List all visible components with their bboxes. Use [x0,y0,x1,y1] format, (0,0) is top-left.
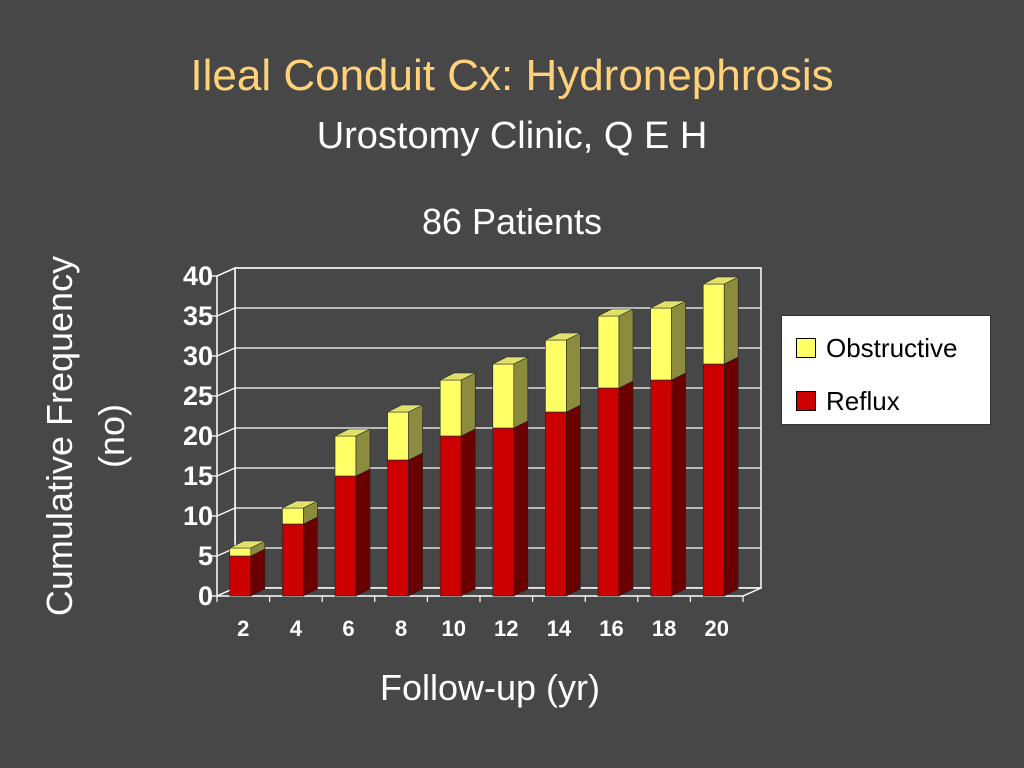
bar-obstructive [229,540,266,557]
gridline [216,427,761,437]
gridline [216,267,761,277]
x-tick-label: 10 [441,616,465,641]
legend-label-obstructive: Obstructive [826,333,958,363]
gridline [216,467,761,477]
bar-obstructive [282,500,318,525]
x-tick-label: 2 [237,616,249,641]
bar-reflux [439,428,476,597]
bar-reflux [387,452,423,597]
legend-item-reflux: Reflux [796,386,900,416]
legend-swatch-reflux [796,391,816,411]
legend-label-reflux: Reflux [826,386,900,416]
y-tick-label: 20 [183,421,213,451]
x-tick-label: 16 [599,616,623,641]
bar-reflux [229,548,266,597]
bar-obstructive [492,356,529,429]
bar-reflux [492,420,529,597]
bar-reflux [545,404,581,597]
bar-reflux [282,516,318,597]
x-axis-label: Follow-up (yr) [379,667,601,708]
x-tick-label: 20 [704,616,728,641]
legend-item-obstructive: Obstructive [796,333,958,363]
legend-swatch-obstructive [796,338,816,358]
y-tick-label: 5 [198,541,213,571]
gridline [216,347,761,357]
legend: Obstructive Reflux [781,315,991,425]
gridline [216,387,761,397]
x-tick-label: 8 [395,616,407,641]
x-tick-label: 18 [652,616,676,641]
x-tick-label: 6 [342,616,354,641]
x-tick-label: 4 [290,616,303,641]
y-tick-label: 25 [183,381,213,411]
bar-reflux [334,468,371,597]
chart-gridlines [211,267,761,602]
bar-obstructive [650,300,686,381]
gridline [216,307,761,317]
y-axis-label: Cumulative Frequency (no) [39,255,132,617]
chart-bars [229,276,739,597]
bar-reflux [650,372,686,597]
x-tick-label: 14 [547,616,572,641]
y-tick-label: 10 [183,501,213,531]
y-tick-label: 35 [183,301,213,331]
bar-obstructive [334,428,371,477]
bar-obstructive [439,372,476,437]
slide-title: Ileal Conduit Cx: Hydronephrosis [190,51,834,100]
chart-title: 86 Patients [421,201,603,242]
gridline [216,507,761,517]
slide-subtitle: Urostomy Clinic, Q E H [316,115,708,157]
bar-obstructive [597,308,634,389]
y-tick-label: 30 [183,341,213,371]
bar-obstructive [702,276,739,365]
x-tick-labels: 2 4 6 8 10 12 14 16 18 20 [237,616,729,641]
bar-reflux [597,380,634,597]
bar-reflux [702,356,739,597]
bar-obstructive [387,404,423,461]
y-tick-label: 0 [198,581,213,611]
y-tick-label: 40 [183,261,213,291]
y-tick-labels: 0 5 10 15 20 25 30 35 40 [183,261,213,611]
x-tick-label: 12 [494,616,518,641]
bar-obstructive [545,332,581,413]
y-tick-label: 15 [183,461,213,491]
